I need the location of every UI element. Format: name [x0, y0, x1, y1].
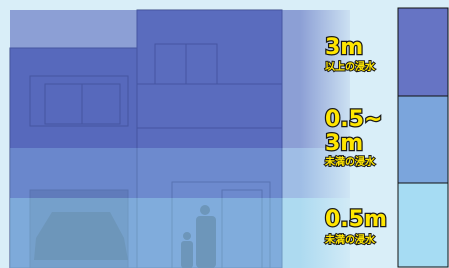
label-main: 0.5~: [325, 107, 382, 132]
label-note: 未満の浸水: [324, 233, 376, 246]
water-0-5-to-3m: [10, 148, 350, 198]
swatch-under-0-5m: [398, 183, 448, 267]
label-main: 0.5m: [325, 207, 387, 232]
flood-depth-illustration: 3m 以上の浸水 0.5~ 3m 未満の浸水 0.5m 未満の浸水: [0, 0, 449, 268]
water-under-0-5m: [10, 198, 350, 268]
water-3m-plus: [10, 10, 350, 148]
label-note: 未満の浸水: [324, 155, 376, 168]
label-main: 3m: [325, 131, 363, 156]
swatch-0-5-to-3m: [398, 96, 448, 183]
swatch-3m-plus: [398, 8, 448, 96]
label-main: 3m: [325, 35, 363, 60]
label-note: 以上の浸水: [325, 60, 376, 73]
